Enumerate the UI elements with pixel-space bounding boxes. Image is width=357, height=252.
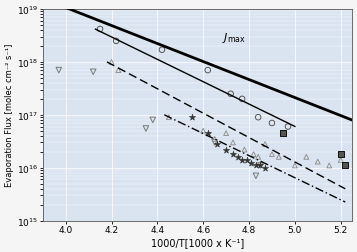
Point xyxy=(56,69,62,73)
Point xyxy=(262,142,268,146)
Point xyxy=(253,174,259,178)
Point xyxy=(212,137,217,141)
Point xyxy=(276,155,282,159)
Point xyxy=(258,164,263,168)
Point xyxy=(244,158,250,162)
Text: $J_{\mathrm{max}}$: $J_{\mathrm{max}}$ xyxy=(222,30,245,45)
Point xyxy=(303,155,309,159)
Point xyxy=(269,152,275,156)
Point xyxy=(251,152,256,156)
Point xyxy=(262,166,268,170)
Point xyxy=(342,164,348,168)
Point xyxy=(189,116,195,120)
Point xyxy=(258,164,263,168)
Point xyxy=(338,152,343,156)
Point xyxy=(255,116,261,120)
Point xyxy=(230,141,236,145)
Point xyxy=(248,162,254,166)
Point xyxy=(338,158,343,162)
Point xyxy=(212,141,217,145)
Point xyxy=(239,98,245,102)
Point xyxy=(205,69,211,73)
Point xyxy=(285,125,291,129)
Point xyxy=(253,164,259,168)
Point xyxy=(292,164,298,168)
Point xyxy=(113,40,119,44)
Point xyxy=(166,116,172,120)
Point xyxy=(239,158,245,162)
Point xyxy=(223,132,229,136)
Point xyxy=(230,152,236,156)
Point xyxy=(269,121,275,125)
Y-axis label: Evaporation Flux [molec cm⁻² s⁻¹]: Evaporation Flux [molec cm⁻² s⁻¹] xyxy=(5,44,14,187)
Point xyxy=(235,155,240,159)
Point xyxy=(255,155,261,159)
Point xyxy=(205,132,211,136)
Point xyxy=(150,118,156,122)
X-axis label: 1000/T[1000 x K⁻¹]: 1000/T[1000 x K⁻¹] xyxy=(151,237,244,247)
Point xyxy=(90,71,96,75)
Point xyxy=(326,164,332,168)
Point xyxy=(315,160,321,164)
Point xyxy=(200,129,206,133)
Point xyxy=(116,69,121,73)
Point xyxy=(214,142,220,146)
Point xyxy=(143,127,149,131)
Point xyxy=(242,148,247,152)
Point xyxy=(159,49,165,53)
Point xyxy=(281,132,286,136)
Point xyxy=(228,92,233,96)
Point xyxy=(109,61,114,65)
Point xyxy=(223,148,229,152)
Point xyxy=(97,28,103,32)
